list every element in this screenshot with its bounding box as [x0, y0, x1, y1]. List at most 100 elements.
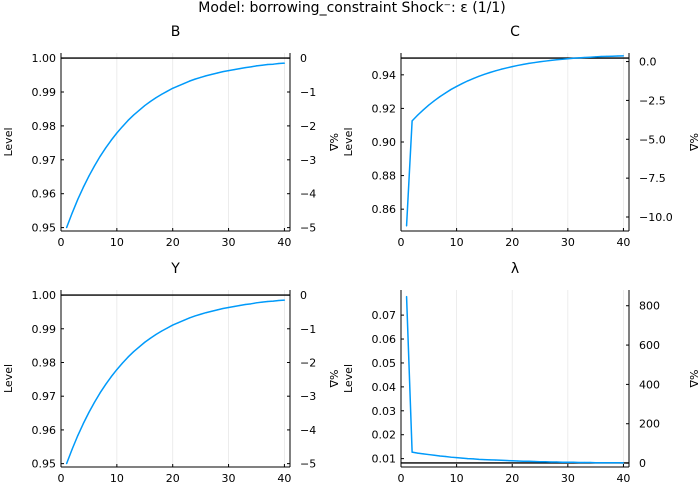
panel-lambda-ylabel: Level: [342, 364, 355, 393]
panel-c-data-point-26: [550, 59, 552, 61]
panel-y-data-point-3: [82, 422, 84, 425]
panel-y-xtick-label-4: 40: [277, 472, 291, 485]
panel-b-data-point-24: [200, 76, 202, 79]
panel-b-data-point-26: [211, 73, 213, 75]
panel-b-ytick-right-label-5: −5: [300, 222, 316, 235]
panel-lambda-ytick-label-2: 0.05: [372, 357, 397, 370]
panel-lambda-ytick-label-0: 0.07: [372, 309, 397, 322]
panel-lambda-data-point-17: [500, 459, 502, 461]
panel-c-ytick-right-label-1: −2.5: [639, 94, 666, 107]
panel-y-data-point-16: [155, 333, 157, 336]
panel-lambda-data-point-5: [433, 454, 435, 456]
panel-c-data-point-21: [522, 63, 524, 66]
panels: 0 10 20 30 401.000.990.980.970.960.950−1−2−3…: [2, 24, 700, 485]
panel-lambda-data-point-37: [611, 462, 613, 464]
panel-y-xtick-label-1: 10: [110, 472, 124, 485]
panel-y-data-point-13: [138, 346, 140, 348]
panel-b-data-point-4: [88, 175, 90, 177]
panel-c-data-point-39: [622, 55, 625, 57]
panel-c-data-point-36: [606, 55, 608, 57]
panel-b-xtick-label-0: 0: [58, 236, 65, 249]
panel-y-ytick-label-1: 0.99: [32, 323, 57, 336]
panel-lambda-data-point-3: [422, 453, 424, 455]
panel-y-data-point-1: [71, 448, 73, 450]
panel-y-ytick-label-2: 0.98: [32, 356, 57, 369]
panel-lambda-data-point-0: [405, 295, 408, 298]
panel-y-data-point-28: [222, 307, 224, 310]
panel-b-ytick-label-4: 0.96: [32, 188, 57, 201]
panel-y-data-point-20: [177, 322, 179, 324]
panel-b-data-point-12: [133, 114, 135, 116]
panel-lambda-data-point-21: [522, 460, 524, 462]
panel-b-ytick-label-2: 0.98: [32, 120, 57, 133]
panel-lambda-data-point-34: [595, 462, 597, 464]
panel-b-data-point-30: [233, 69, 235, 71]
panel-b-data-point-37: [272, 63, 274, 65]
panel-c-data-point-4: [428, 104, 430, 106]
panel-lambda-ytick-right-label-4: 0: [639, 457, 646, 470]
panel-b-data-point-32: [244, 66, 246, 69]
panel-lambda-xtick-label-0: 0: [398, 472, 405, 485]
panel-y-ylabel: Level: [2, 364, 15, 393]
panel-c-data-point-13: [478, 75, 480, 77]
panel-c-data-point-5: [433, 100, 435, 102]
panel-c-data-point-34: [595, 56, 597, 58]
panel-lambda-data-point-24: [539, 461, 541, 463]
panel-lambda-data-point-4: [428, 453, 430, 456]
panel-c-ytick-right-label-3: −7.5: [639, 172, 666, 185]
panel-b-data-point-16: [155, 97, 157, 99]
panel-b-data-point-0: [65, 227, 68, 229]
panel-y-data-point-2: [77, 435, 79, 437]
panel-y-data-point-32: [244, 303, 246, 306]
panel-y-ytick-right-label-0: 0: [300, 289, 307, 302]
panel-y-data-point-24: [200, 313, 202, 315]
panel-y-data-point-19: [172, 324, 174, 326]
panel-lambda-data-point-36: [606, 462, 608, 464]
panel-lambda-xtick-label-2: 20: [505, 472, 519, 485]
panel-b-xtick-label-1: 10: [110, 236, 124, 249]
panel-c-data-point-20: [517, 64, 519, 67]
panel-b-data-point-36: [267, 63, 269, 66]
panel-lambda-data-point-11: [467, 458, 469, 460]
panel-c-data-point-30: [572, 57, 574, 59]
panel-b-data-point-31: [239, 67, 241, 70]
panel-y-data-point-17: [160, 330, 163, 332]
panel-c-data-point-16: [494, 70, 497, 72]
panel-c-xtick-label-0: 0: [398, 236, 405, 249]
panel-y-data-point-7: [105, 383, 107, 385]
panel-c-data-point-2: [417, 114, 419, 116]
panel-b-data-point-22: [188, 80, 191, 82]
panel-b-data-point-29: [227, 70, 230, 72]
panel-b-ytick-right-label-3: −3: [300, 154, 316, 167]
panel-y-data-point-23: [194, 315, 196, 317]
panel-c-data-point-9: [456, 85, 458, 88]
panel-y-data-point-31: [239, 304, 241, 307]
panel-c-data-point-15: [489, 71, 491, 74]
panel-y-data-point-34: [255, 302, 258, 304]
panel-y-data-point-38: [278, 299, 280, 302]
panel-y-data-point-27: [216, 309, 218, 311]
panel-b-ytick-label-3: 0.97: [32, 154, 57, 167]
panel-lambda-data-point-1: [411, 451, 413, 453]
panel-lambda-ylabel-right: %Δ: [687, 370, 700, 388]
panel-y-data-point-8: [110, 376, 112, 378]
panel-c-data-point-23: [533, 61, 536, 64]
panel-c-ylabel: Level: [342, 127, 355, 156]
panel-c-data-point-29: [567, 58, 569, 60]
panel-y-ytick-right-label-1: −1: [300, 323, 316, 336]
panel-y-data-point-5: [93, 401, 96, 403]
panel-y-data-point-15: [149, 337, 151, 339]
panel-y-data-point-39: [283, 299, 286, 301]
panel-y: 0 10 20 30 401.000.990.980.970.960.950−1−2−3…: [2, 261, 340, 485]
panel-c-xtick-label-4: 40: [616, 236, 630, 249]
panel-c-data-point-33: [589, 56, 591, 58]
panel-lambda-data-point-19: [511, 460, 513, 462]
panel-c-data-point-1: [411, 120, 413, 122]
panel-y-ytick-label-5: 0.95: [32, 458, 57, 471]
panel-b-data-point-33: [250, 66, 252, 68]
panel-b-ytick-right-label-2: −2: [300, 120, 316, 133]
panel-b-data-point-21: [183, 82, 185, 85]
panel-lambda-data-point-32: [583, 461, 586, 464]
panel-c-data-point-18: [506, 67, 508, 69]
panel-y-data-point-11: [127, 356, 129, 358]
